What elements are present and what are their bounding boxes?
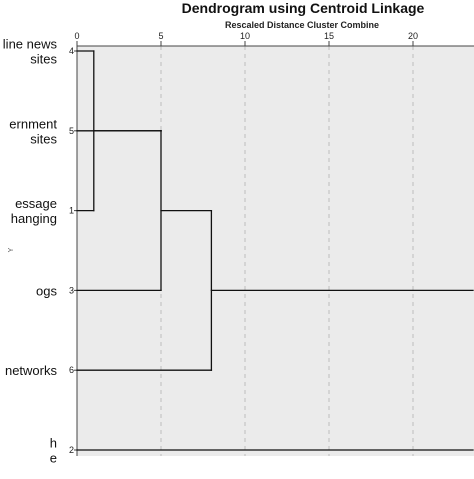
leaf-label-2-line-0: h — [50, 436, 57, 451]
y-axis-mark: Y — [8, 247, 15, 252]
leaf-label-5-line-1: sites — [30, 131, 57, 146]
leaf-label-3-line-0: ogs — [36, 283, 57, 298]
leaf-id-1: 1 — [69, 206, 74, 216]
leaf-label-5-line-0: ernment — [9, 116, 57, 131]
leaf-label-1-line-0: essage — [15, 196, 57, 211]
tick-label-20: 20 — [408, 31, 418, 41]
chart-title: Dendrogram using Centroid Linkage — [182, 0, 425, 16]
leaf-label-4-line-0: line news — [3, 37, 58, 52]
leaf-id-4: 4 — [69, 46, 74, 56]
dendrogram-links — [76, 50, 474, 451]
tick-label-0: 0 — [74, 31, 79, 41]
leaf-id-6: 6 — [69, 365, 74, 375]
leaf-label-1-line-1: hanging — [11, 211, 57, 226]
plot-background — [77, 46, 474, 456]
chart-subtitle: Rescaled Distance Cluster Combine — [225, 20, 379, 30]
leaf-id-2: 2 — [69, 445, 74, 455]
leaf-label-4-line-1: sites — [30, 52, 57, 67]
x-axis-ticks: 0 5 10 15 20 — [74, 31, 418, 46]
leaf-id-3: 3 — [69, 285, 74, 295]
tick-label-10: 10 — [240, 31, 250, 41]
tick-label-5: 5 — [158, 31, 163, 41]
leaf-label-6-line-0: networks — [5, 363, 58, 378]
leaf-label-2-line-1: e — [50, 451, 57, 466]
leaf-id-5: 5 — [69, 126, 74, 136]
tick-label-15: 15 — [324, 31, 334, 41]
